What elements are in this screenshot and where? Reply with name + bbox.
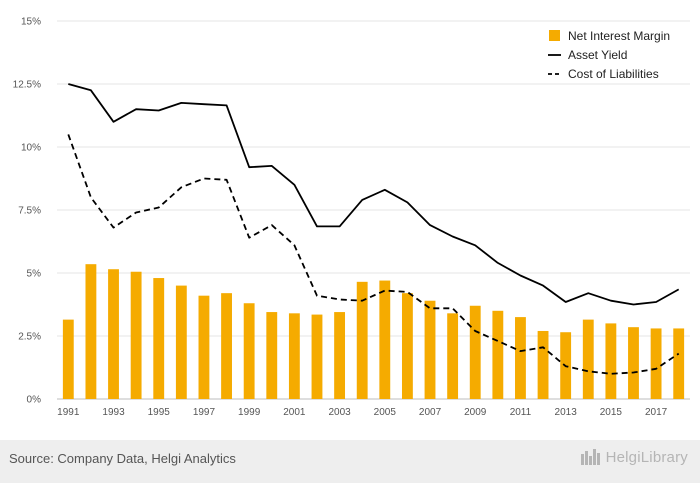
bar-2005 [379, 280, 391, 399]
bar-1999 [243, 303, 255, 399]
bar-1995 [153, 278, 165, 399]
y-tick-label: 15% [21, 17, 41, 28]
y-tick-label: 7.5% [18, 206, 41, 217]
bar-2007 [424, 300, 436, 399]
bar-1991 [62, 319, 74, 399]
x-tick-label: 2005 [374, 407, 397, 418]
chart: 0% 2.5% 5% 7.5% 10% 12.5% 15% 1991 1993 1995 1997… [13, 17, 690, 418]
bar-2018 [673, 328, 685, 399]
bar-2002 [311, 314, 323, 399]
x-tick-label: 2011 [510, 407, 532, 418]
x-tick-label: 1995 [148, 407, 171, 418]
line-asset-yield [68, 83, 680, 306]
bar-2006 [401, 293, 413, 399]
legend-label: Net Interest Margin [568, 29, 670, 43]
x-tick-label: 2003 [328, 407, 351, 418]
bar-2000 [266, 312, 278, 399]
x-tick-label: 2017 [645, 407, 668, 418]
bar-2008 [447, 313, 459, 399]
y-tick-label: 12.5% [13, 80, 41, 91]
x-tick-label: 2007 [419, 407, 442, 418]
bar-1997 [198, 295, 210, 399]
y-axis-tick-labels: 0% 2.5% 5% 7.5% 10% 12.5% 15% [13, 17, 41, 406]
bar-2010 [492, 310, 504, 399]
bar-1998 [221, 293, 232, 399]
x-tick-label: 1999 [238, 407, 261, 418]
x-tick-label: 2015 [600, 407, 623, 418]
legend: Net Interest Margin Asset Yield Cost of Li… [548, 29, 670, 81]
bar-2017 [650, 328, 662, 399]
bar-2015 [605, 323, 617, 399]
y-tick-label: 2.5% [18, 332, 41, 343]
y-tick-label: 0% [27, 395, 42, 406]
bar-2012 [537, 330, 549, 399]
bar-2014 [582, 319, 594, 399]
bar-2009 [469, 305, 481, 399]
lines [67, 83, 680, 375]
x-tick-label: 2001 [283, 407, 306, 418]
bar-2004 [356, 281, 368, 399]
bar-1993 [108, 269, 119, 399]
bar-1992 [85, 264, 97, 399]
x-tick-label: 2009 [464, 407, 487, 418]
x-tick-label: 1997 [193, 407, 216, 418]
legend-swatch-bar [549, 30, 560, 41]
brand: HelgiLibrary [580, 448, 688, 466]
source-note: Source: Company Data, Helgi Analytics [9, 451, 236, 466]
y-tick-label: 5% [27, 269, 42, 280]
bars-net-interest-margin [62, 264, 685, 399]
bar-2003 [334, 312, 346, 399]
x-tick-label: 1993 [102, 407, 125, 418]
bar-1994 [130, 271, 142, 399]
bar-2011 [515, 317, 526, 399]
y-tick-label: 10% [21, 143, 41, 154]
brand-name: HelgiLibrary [605, 448, 688, 466]
bar-2001 [288, 313, 300, 399]
x-tick-label: 2013 [555, 407, 578, 418]
line-cost-of-liabilities [67, 134, 680, 375]
library-logo-icon [580, 449, 600, 465]
legend-label: Asset Yield [568, 48, 627, 62]
bar-1996 [175, 285, 187, 399]
x-axis-tick-labels: 1991 1993 1995 1997 1999 2001 2003 2005 2007 2009… [57, 407, 667, 418]
bar-2016 [628, 327, 639, 399]
legend-label: Cost of Liabilities [568, 67, 659, 81]
x-tick-label: 1991 [57, 407, 80, 418]
